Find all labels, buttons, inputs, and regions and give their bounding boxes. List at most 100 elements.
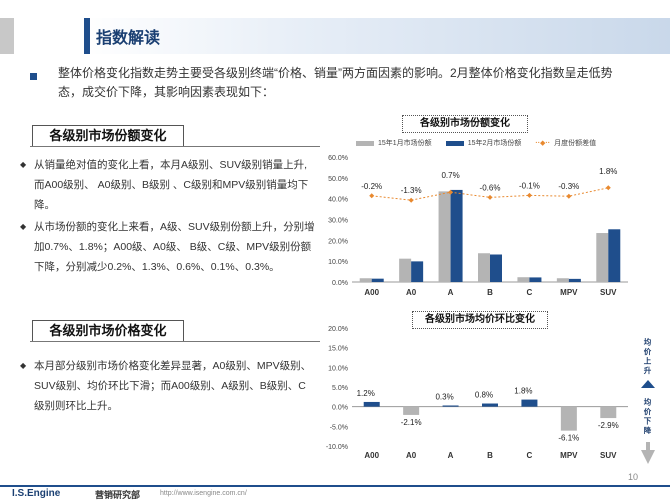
- y-tick-label: 10.0%: [328, 365, 348, 372]
- y-tick-label: 60.0%: [328, 155, 348, 162]
- y-tick-label: 30.0%: [328, 218, 348, 225]
- bar-data-label: -2.1%: [401, 418, 422, 427]
- bar-data-label: -2.9%: [598, 421, 619, 430]
- bar-jan: [399, 258, 412, 282]
- bar-feb: [411, 261, 424, 282]
- chart2-plot: -10.0%-5.0%0.0%5.0%10.0%15.0%20.0%1.2%A0…: [326, 326, 628, 460]
- section1-bullet-2: ◆ 从市场份额的变化上来看，A级、SUV级别份额上升，分别增加0.7%、1.8%；…: [20, 217, 316, 277]
- intro-bullet-icon: [30, 73, 37, 80]
- line-data-label: -0.1%: [519, 181, 540, 190]
- bar-price-change: [363, 401, 380, 407]
- line-data-label: -0.2%: [361, 182, 382, 191]
- x-tick-label: A00: [364, 288, 379, 297]
- y-tick-label: 0.0%: [332, 405, 348, 412]
- y-tick-label: 40.0%: [328, 197, 348, 204]
- bar-feb: [608, 229, 621, 282]
- y-tick-label: -5.0%: [330, 424, 348, 431]
- bar-data-label: 1.8%: [514, 387, 532, 396]
- section2-title: 各级别市场价格变化: [32, 320, 184, 342]
- chart1-plot: 0.0% 10.0% 20.0% 30.0% 40.0% 50.0% 60.0% A00 A0 A…: [328, 155, 628, 297]
- page-title: 指数解读: [96, 30, 161, 47]
- x-tick-label: A: [448, 288, 454, 297]
- line-data-label: 0.7%: [441, 171, 459, 180]
- bar-jan: [596, 233, 609, 282]
- legend-swatch-jan: [356, 140, 374, 146]
- line-data-label: 1.8%: [599, 167, 617, 176]
- line-data-label: -1.3%: [401, 186, 422, 195]
- footer-bar: [0, 485, 670, 487]
- diamond-bullet-icon: ◆: [20, 361, 27, 370]
- section1-divider: [30, 146, 320, 147]
- legend-line-icon: ··◆··: [535, 140, 551, 147]
- line-point: [526, 192, 532, 198]
- y-tick-label: -10.0%: [326, 444, 348, 451]
- x-tick-label: MPV: [560, 451, 578, 460]
- section1-bullet-1: ◆ 从销量绝对值的变化上看，本月A级别、SUV级别销量上升,而A00级别、 A0级…: [20, 155, 316, 215]
- diamond-bullet-icon: ◆: [20, 222, 27, 231]
- up-down-arrows-icon: [641, 380, 655, 464]
- bar-feb: [568, 278, 581, 282]
- x-tick-label: B: [487, 451, 493, 460]
- line-point: [487, 194, 493, 200]
- bar-price-change: [600, 406, 617, 419]
- x-tick-label: C: [527, 288, 533, 297]
- footer-url[interactable]: http://www.isengine.com.cn/: [160, 490, 247, 497]
- bar-feb: [490, 254, 502, 282]
- chart1-legend: 15年1月市场份额 15年2月市场份额 ··◆·· 月度份额差值: [356, 138, 596, 148]
- bar-data-label: 0.3%: [435, 392, 453, 401]
- x-tick-label: SUV: [600, 451, 617, 460]
- y-tick-label: 20.0%: [328, 238, 348, 245]
- x-tick-label: C: [527, 451, 533, 460]
- header-gray-block: [0, 18, 14, 54]
- footer-dept: 营销研究部: [95, 490, 141, 500]
- x-tick-label: A: [448, 451, 454, 460]
- bar-jan: [438, 191, 451, 282]
- x-tick-label: MPV: [560, 288, 578, 297]
- header-accent: [84, 18, 90, 54]
- diamond-bullet-icon: ◆: [20, 160, 27, 169]
- y-tick-label: 5.0%: [332, 385, 348, 392]
- bar-data-label: 0.8%: [475, 391, 493, 400]
- y-tick-label: 20.0%: [328, 326, 348, 333]
- x-tick-label: A0: [406, 451, 417, 460]
- bar-jan: [359, 278, 372, 282]
- bar-data-label: -6.1%: [558, 434, 579, 443]
- bar-jan: [556, 278, 569, 282]
- intro-text: 整体价格变化指数走势主要受各级别终端“价格、销量”两方面因素的影响。2月整体价格…: [58, 66, 613, 99]
- y-tick-label: 10.0%: [328, 259, 348, 266]
- footer-brand-logo: I.S.Engine: [12, 488, 61, 499]
- bar-price-change: [482, 403, 498, 407]
- bar-jan: [517, 277, 530, 282]
- section2-divider: [30, 341, 320, 342]
- header-band: [0, 18, 670, 54]
- bar-feb: [529, 277, 542, 282]
- bar-price-change: [442, 405, 459, 407]
- bar-price-change: [521, 399, 538, 407]
- line-point: [448, 189, 454, 195]
- bar-price-change: [560, 406, 577, 431]
- side-label-up: 均价上升: [643, 338, 652, 376]
- legend-swatch-feb: [445, 140, 464, 146]
- line-data-label: -0.6%: [480, 183, 501, 192]
- line-point: [408, 197, 414, 203]
- side-label-down: 均价下降: [643, 398, 652, 436]
- chart2-title: 各级别市场均价环比变化: [412, 311, 548, 329]
- line-point: [369, 193, 375, 199]
- x-tick-label: A0: [406, 288, 417, 297]
- y-tick-label: 0.0%: [332, 280, 348, 287]
- line-point: [605, 185, 611, 191]
- x-tick-label: A00: [364, 451, 379, 460]
- section1-title: 各级别市场份额变化: [32, 125, 184, 147]
- bar-feb: [450, 189, 463, 282]
- chart1-title: 各级别市场份额变化: [402, 115, 528, 133]
- x-tick-label: SUV: [600, 288, 617, 297]
- bar-feb: [371, 278, 384, 282]
- bar-price-change: [403, 406, 420, 415]
- x-tick-label: B: [487, 288, 493, 297]
- y-tick-label: 50.0%: [328, 176, 348, 183]
- bar-jan: [478, 253, 490, 282]
- page-number: 10: [628, 472, 639, 482]
- line-data-label: -0.3%: [558, 182, 579, 191]
- y-tick-label: 15.0%: [328, 346, 348, 353]
- line-point: [566, 193, 572, 199]
